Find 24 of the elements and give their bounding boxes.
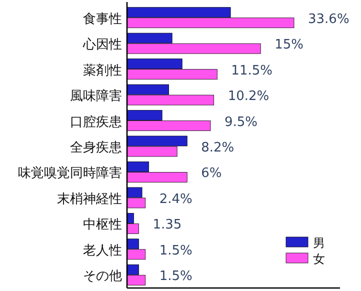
y-tick-label: 薬剤性 bbox=[83, 63, 122, 78]
legend-label: 女 bbox=[313, 252, 325, 266]
y-tick-label: 心因性 bbox=[82, 36, 122, 53]
annotation: 6% bbox=[201, 166, 222, 182]
y-tick-label: 風味障害 bbox=[70, 88, 122, 104]
y-tick-label: 老人性 bbox=[83, 243, 122, 258]
y-tick-label: その他 bbox=[83, 269, 122, 284]
y-tick-label: 末梢神経性 bbox=[57, 192, 122, 207]
annotation: 9.5% bbox=[224, 114, 258, 130]
annotation: 11.5% bbox=[231, 63, 272, 78]
annotation: 8.2% bbox=[201, 140, 234, 156]
y-tick-label: 味覚嗅覚同時障害 bbox=[18, 165, 122, 182]
annotation: 1.35 bbox=[152, 218, 182, 233]
y-tick-label: 食事性 bbox=[83, 12, 122, 27]
annotation: 2.4% bbox=[159, 192, 192, 207]
annotation: 15% bbox=[274, 38, 304, 53]
annotation: 1.5% bbox=[159, 269, 192, 284]
text: 33.6% bbox=[308, 12, 350, 27]
y-tick-label: 全身疾患 bbox=[70, 140, 122, 156]
annotation: 1.5% bbox=[159, 243, 192, 258]
annotation: 10.2% bbox=[228, 89, 270, 104]
y-tick-label: 口腔疾患 bbox=[70, 114, 122, 130]
legend-label: 男 bbox=[313, 236, 325, 250]
y-tick-label: 中枢性 bbox=[83, 218, 122, 233]
